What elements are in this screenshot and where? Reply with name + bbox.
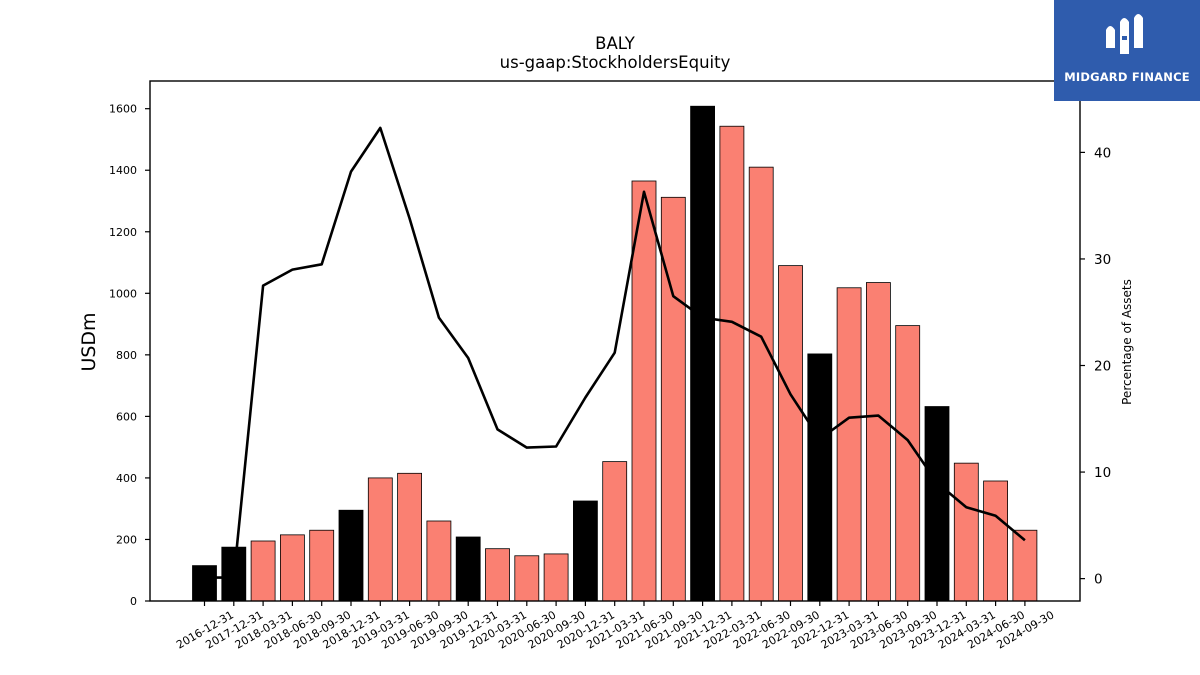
bar [397,472,423,602]
y-tick-label: 1600 [109,103,137,116]
bar [543,553,569,602]
chart-title: BALY [595,34,636,53]
y-tick-label: 400 [116,472,137,485]
brand-logo: MIDGARD FINANCE [1054,0,1200,101]
y-tick-label: 1400 [109,164,137,177]
y-tick-label: 1200 [109,226,137,239]
bars-group [192,105,1038,602]
y2-tick-label: 40 [1094,145,1111,161]
y-tick-label: 600 [116,410,137,423]
bar [455,536,481,602]
x-axis: 2016-12-312017-12-312018-03-312018-06-30… [174,601,1056,652]
bar [690,105,715,602]
bar [485,548,510,602]
bar [602,461,628,602]
y-tick-label: 0 [130,595,137,608]
bar [778,265,803,602]
bar [367,477,393,602]
y-tick-label: 1000 [109,287,137,300]
y-tick-label: 800 [116,349,137,362]
logo-text: MIDGARD FINANCE [1064,70,1190,84]
bar [573,500,598,602]
bar [924,406,950,602]
bar [807,353,833,602]
percentage-line [204,126,1026,579]
midgard-logo-icon [1106,14,1143,54]
y2-tick-label: 0 [1094,572,1103,588]
bar [426,520,452,602]
bar [719,125,745,602]
bar [250,540,276,602]
bar [895,325,921,602]
bar [631,180,657,602]
bar [836,287,862,602]
y2-axis-label: Percentage of Assets [1120,279,1134,405]
y2-tick-label: 20 [1094,359,1111,375]
y2-tick-label: 10 [1094,465,1111,481]
bar [279,534,305,602]
chart-subtitle: us-gaap:StockholdersEquity [500,53,731,72]
bar [192,565,217,602]
line-group [204,126,1026,579]
bar [1012,529,1038,602]
bar [748,166,774,602]
bar [866,282,891,602]
y2-tick-label: 30 [1094,252,1111,268]
y-axis-label: USDm [78,312,100,371]
right-axis: 0 10 20 30 40 [1080,145,1111,588]
left-axis: 0 200 400 600 800 1000 1200 1400 1600 [109,103,150,608]
bar [983,480,1008,602]
y-tick-label: 200 [116,533,137,546]
bar [309,529,335,602]
bar [514,555,540,602]
bar [660,196,686,602]
bar [338,509,364,602]
bar [953,462,979,602]
